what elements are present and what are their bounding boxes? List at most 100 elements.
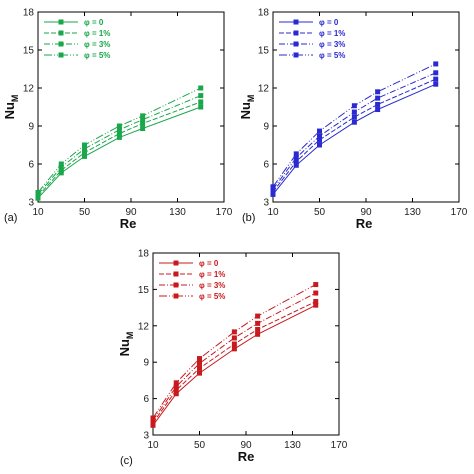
- data-point: [293, 155, 299, 161]
- data-point: [140, 126, 146, 132]
- panel-a: 10 50 90 130 170 3 6 9 12 15 18 Re NuM (a) φ = 0 φ = 1%…: [2, 8, 233, 232]
- panel-b: 10 50 90 130 170 3 6 9 12 15 18 Re NuM (b) φ = 0 φ = 1%…: [238, 8, 468, 232]
- data-point: [317, 142, 322, 148]
- data-point: [198, 99, 204, 105]
- legend-entry: φ = 3%: [319, 40, 345, 49]
- data-point: [375, 107, 381, 113]
- data-point: [375, 95, 381, 101]
- y-tick-label: 3: [28, 198, 34, 209]
- data-point: [35, 190, 41, 195]
- data-point: [270, 189, 276, 195]
- data-point: [197, 365, 202, 371]
- data-point: [313, 302, 319, 308]
- data-point: [255, 331, 261, 337]
- data-point: [255, 326, 261, 332]
- y-tick-label: 12: [23, 84, 35, 95]
- data-point: [433, 81, 439, 87]
- y-axis-label-main: Nu: [238, 102, 253, 119]
- data-point: [173, 380, 179, 386]
- x-tick-label: 10: [32, 207, 44, 218]
- legend-entry: φ = 5%: [84, 51, 110, 60]
- x-axis-label: Re: [356, 216, 373, 231]
- data-point: [197, 356, 202, 362]
- y-tick-label: 3: [143, 431, 149, 442]
- panel-c: 10 50 90 130 170 3 6 9 12 15 18 Re NuM (c) φ = 0 φ = 1%…: [117, 249, 348, 468]
- legend-entry: φ = 5%: [319, 51, 345, 60]
- panel-label: (c): [120, 455, 133, 467]
- data-point: [255, 320, 261, 326]
- legend-marker: [293, 19, 299, 25]
- data-point: [351, 114, 357, 120]
- data-point: [58, 170, 64, 176]
- y-tick-label: 15: [23, 46, 35, 57]
- data-point: [82, 142, 87, 148]
- data-point: [293, 151, 299, 157]
- plot-frame: [37, 11, 225, 203]
- legend-entry: φ = 1%: [84, 29, 110, 38]
- legend-marker: [173, 293, 179, 299]
- data-point: [313, 299, 319, 305]
- x-tick-label: 10: [267, 207, 279, 218]
- y-axis-label-main: Nu: [2, 102, 17, 119]
- data-point: [317, 137, 322, 143]
- data-point: [173, 391, 179, 397]
- y-tick-label: 15: [258, 46, 270, 57]
- series-line-1: [272, 78, 436, 193]
- legend-entry: φ = 5%: [199, 292, 225, 301]
- data-point: [173, 387, 179, 393]
- data-point: [231, 341, 237, 347]
- data-point: [270, 184, 276, 190]
- y-tick-label: 6: [263, 160, 269, 171]
- y-axis-label: NuM: [238, 95, 256, 120]
- panel-label: (a): [4, 212, 17, 224]
- legend-marker: [173, 271, 179, 277]
- series-line-0: [152, 304, 317, 426]
- x-tick-label: 170: [451, 207, 468, 218]
- legend-marker: [58, 30, 64, 36]
- series-line-0: [272, 83, 436, 195]
- data-point: [313, 282, 319, 288]
- x-tick-label: 130: [404, 207, 421, 218]
- y-tick-label: 9: [143, 358, 149, 369]
- x-tick-label: 10: [147, 440, 159, 451]
- y-axis-label-subscript: M: [246, 95, 256, 103]
- legend-marker: [293, 30, 299, 36]
- data-point: [351, 103, 357, 109]
- y-tick-label: 18: [258, 8, 270, 19]
- data-point: [231, 329, 237, 335]
- x-tick-label: 170: [331, 440, 348, 451]
- legend-marker: [293, 52, 299, 58]
- series-line-2: [152, 292, 317, 421]
- y-tick-label: 18: [23, 8, 35, 19]
- x-tick-label: 90: [360, 207, 372, 218]
- legend-marker: [173, 282, 179, 288]
- data-point: [433, 61, 439, 67]
- x-axis-label: Re: [238, 449, 255, 464]
- y-tick-label: 9: [28, 122, 34, 133]
- x-tick-label: 90: [240, 440, 252, 451]
- data-point: [58, 164, 64, 170]
- data-point: [375, 89, 381, 95]
- data-point: [317, 133, 322, 139]
- data-point: [116, 123, 122, 129]
- data-point: [116, 134, 122, 140]
- y-tick-label: 3: [263, 198, 269, 209]
- y-tick-label: 12: [138, 321, 150, 332]
- data-point: [231, 335, 237, 341]
- data-point: [255, 313, 261, 319]
- data-point: [293, 162, 299, 168]
- x-tick-label: 130: [284, 440, 301, 451]
- data-point: [351, 119, 357, 125]
- x-tick-label: 130: [169, 207, 186, 218]
- plot-frame: [152, 252, 340, 436]
- data-point: [433, 70, 439, 76]
- x-tick-label: 50: [194, 440, 206, 451]
- data-point: [140, 117, 146, 123]
- data-point: [82, 153, 87, 159]
- data-point: [116, 131, 122, 137]
- x-tick-label: 170: [216, 207, 233, 218]
- y-axis-label-subscript: M: [125, 332, 135, 340]
- plot-frame: [272, 11, 460, 203]
- series-line-2: [37, 95, 201, 195]
- data-point: [82, 150, 87, 156]
